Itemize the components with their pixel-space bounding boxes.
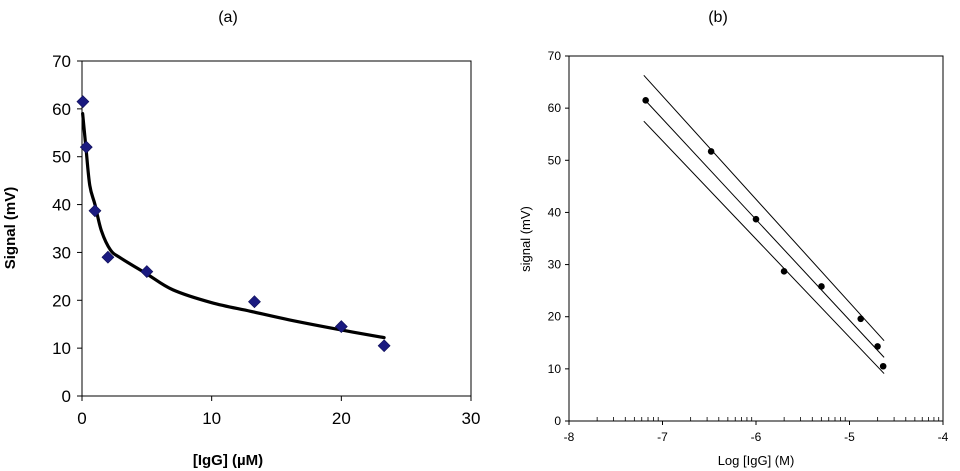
data-point-a [377, 339, 391, 353]
y-tick-label-a: 0 [62, 387, 71, 406]
data-point-a [88, 204, 102, 218]
data-point-a [334, 320, 348, 334]
data-point-a [101, 250, 115, 264]
data-point-b [752, 215, 760, 223]
x-tick-label-a: 0 [77, 409, 86, 428]
axis-ticks-a: 0 10 20 30 0 10 20 30 40 50 60 70 [52, 52, 480, 428]
x-tick-label-b: -7 [657, 430, 668, 444]
y-axis-label-b: signal (mV) [518, 206, 533, 272]
data-point-a [140, 265, 154, 278]
x-tick-label-b: -4 [938, 430, 949, 444]
x-axis-label-a: [IgG] (µM) [193, 452, 263, 469]
panel-label-b: (b) [708, 9, 728, 26]
data-point-b [707, 148, 715, 155]
data-point-b [857, 315, 865, 323]
y-tick-label-b: 60 [548, 101, 562, 115]
y-tick-label-a: 70 [52, 52, 71, 71]
y-tick-label-a: 40 [52, 196, 71, 215]
y-tick-label-a: 60 [52, 100, 71, 119]
y-tick-label-b: 30 [548, 258, 562, 272]
data-points-a [76, 95, 391, 353]
y-tick-label-a: 10 [52, 339, 71, 358]
data-point-a [79, 140, 93, 154]
x-axis-label-b: Log [IgG] (M) [718, 453, 795, 468]
data-point-b [642, 97, 649, 104]
x-tick-label-b: -5 [844, 430, 855, 444]
data-point-b [874, 343, 881, 350]
y-tick-label-b: 50 [548, 153, 562, 167]
x-tick-label-a: 10 [202, 409, 221, 428]
fit-curve-a [81, 112, 386, 340]
y-tick-label-b: 40 [548, 205, 562, 219]
data-points-b [642, 97, 887, 370]
regression-lines-b [643, 74, 885, 374]
x-tick-label-b: -6 [751, 430, 762, 444]
data-point-b [879, 362, 887, 370]
y-tick-label-a: 50 [52, 148, 71, 167]
chart-panel-a: (a) 0 10 20 30 0 10 20 30 40 50 60 70 [IgG] (µM) Si… [2, 9, 480, 469]
y-tick-label-b: 0 [554, 414, 561, 428]
y-tick-label-a: 30 [52, 243, 71, 262]
data-point-a [248, 295, 261, 309]
y-tick-label-a: 20 [52, 291, 71, 310]
x-tick-label-b: -8 [564, 430, 575, 444]
panel-label-a: (a) [218, 9, 238, 26]
axis-ticks-b: -8 -7 -6 -5 -4 0 10 20 30 40 50 60 70 [548, 49, 949, 444]
regression-line-fit-b [643, 98, 885, 358]
x-tick-label-a: 20 [332, 409, 351, 428]
plot-frame-a [81, 60, 472, 397]
data-point-b [818, 283, 825, 290]
data-point-a [76, 95, 90, 109]
y-tick-label-b: 20 [548, 310, 562, 324]
x-tick-label-a: 30 [462, 409, 481, 428]
y-axis-label-a: Signal (mV) [2, 187, 19, 270]
y-tick-label-b: 70 [548, 49, 562, 63]
y-tick-label-b: 10 [548, 362, 562, 376]
fit-curve-line-a [81, 112, 386, 340]
chart-panel-b: (b) -8 -7 -6 -5 -4 0 10 20 30 40 50 60 70 Log [IgG] … [518, 9, 949, 468]
regression-line-lower-b [643, 120, 885, 374]
regression-line-upper-b [643, 74, 885, 342]
data-point-b [780, 268, 788, 275]
